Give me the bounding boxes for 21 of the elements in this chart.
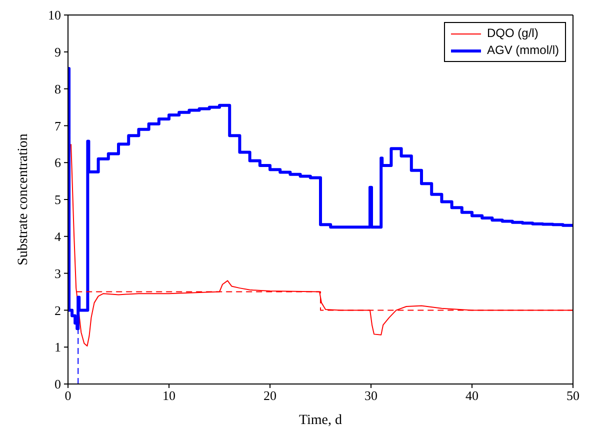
y-tick-label: 7	[54, 118, 62, 134]
y-tick-label: 2	[54, 302, 61, 318]
y-tick-label: 3	[54, 266, 61, 281]
y-tick-label: 10	[48, 8, 61, 23]
y-tick-label: 9	[54, 44, 61, 60]
legend-label: DQO (g/l)	[487, 25, 538, 42]
x-tick-label: 50	[566, 388, 580, 404]
y-tick-label: 0	[54, 376, 61, 392]
x-tick-label: 20	[264, 388, 276, 404]
y-tick-label: 5	[54, 192, 61, 208]
y-axis-title: Substrate concentration	[16, 134, 31, 266]
x-tick-label: 40	[466, 388, 478, 404]
y-tick-label: 8	[54, 81, 61, 96]
y-tick-label: 6	[54, 155, 62, 170]
x-axis-title: Time, d	[298, 413, 342, 428]
x-tick-label: 30	[364, 388, 378, 404]
legend-label: AGV (mmol/l)	[487, 42, 559, 59]
y-tick-label: 4	[54, 229, 62, 244]
x-tick-label: 10	[162, 388, 176, 404]
x-tick-label: 0	[64, 388, 72, 404]
y-tick-label: 1	[54, 340, 61, 355]
